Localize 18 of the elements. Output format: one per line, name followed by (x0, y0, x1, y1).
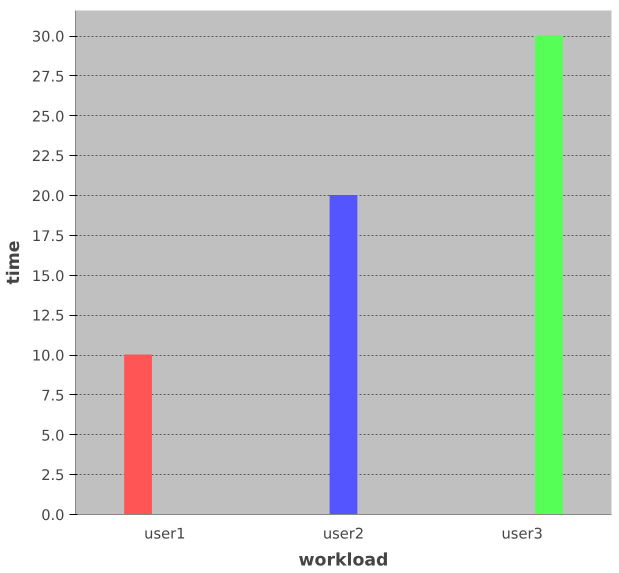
x-axis-title: workload (298, 550, 388, 570)
y-tick-label: 17.5 (32, 228, 65, 245)
y-tick-label: 22.5 (32, 148, 65, 166)
y-tick-label: 10.0 (32, 348, 65, 365)
y-tick-label: 30.0 (32, 28, 65, 46)
y-tick-label: 27.5 (32, 68, 65, 86)
y-tick-label: 12.5 (32, 308, 65, 325)
x-tick-label: user1 (144, 526, 186, 542)
y-tick-label: 2.5 (41, 467, 65, 484)
x-tick-label: user2 (322, 526, 364, 542)
x-tick-label: user3 (502, 526, 543, 542)
y-tick-label: 7.5 (41, 387, 65, 404)
y-tick-label: 0.0 (41, 507, 65, 524)
y-tick-label: 15.0 (32, 268, 65, 285)
y-axis-title: time (4, 240, 24, 285)
y-tick-label: 5.0 (41, 427, 65, 444)
y-tick-label: 20.0 (32, 188, 65, 206)
y-tick-label: 25.0 (32, 108, 65, 126)
